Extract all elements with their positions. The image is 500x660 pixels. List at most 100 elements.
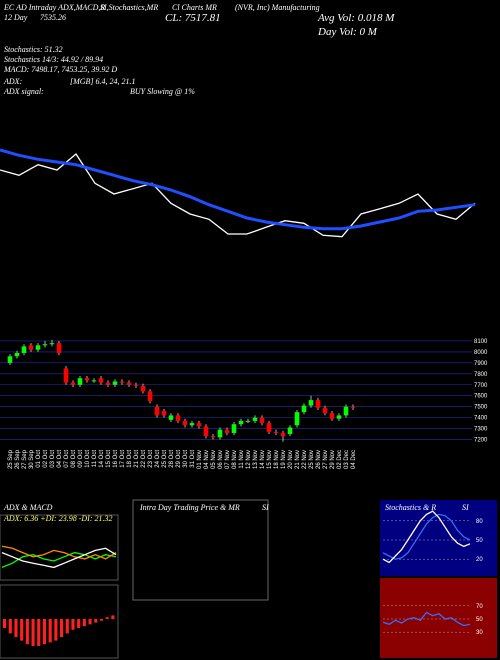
candle-body <box>133 384 139 386</box>
histogram-bar <box>60 619 64 637</box>
histogram-bar <box>54 619 58 641</box>
x-tick-label: 31 Oct <box>190 450 196 468</box>
x-tick-label: 28 Oct <box>169 450 175 468</box>
candle-body <box>182 420 188 426</box>
y-tick-label: 50 <box>476 617 483 623</box>
header-text: 7535.26 <box>40 13 66 22</box>
x-tick-label: 03 Oct <box>50 450 56 468</box>
series-line <box>382 611 471 627</box>
panel-title: ADX & MACD <box>3 503 53 512</box>
candle-body <box>56 343 62 353</box>
candle-body <box>119 381 125 383</box>
x-tick-label: 15 Oct <box>106 450 112 468</box>
x-tick-label: 11 Nov <box>239 450 245 469</box>
x-tick-label: 04 Oct <box>57 450 63 468</box>
x-tick-label: 20 Nov <box>288 450 294 469</box>
y-tick-label: 7300 <box>474 427 488 433</box>
histogram-bar <box>42 619 47 645</box>
candle-body <box>189 423 195 426</box>
x-tick-label: 02 Dec <box>337 450 343 469</box>
candle-body <box>7 356 13 363</box>
x-tick-label: 13 Nov <box>253 450 259 469</box>
intraday-panel <box>132 499 269 601</box>
header-text: Stochastics: 51.32 <box>4 45 63 54</box>
x-tick-label: 25 Nov <box>309 450 315 469</box>
candle-body <box>98 378 104 383</box>
series-line <box>382 513 471 560</box>
x-tick-label: 04 Dec <box>351 450 357 469</box>
candle-body <box>70 382 76 385</box>
candle-body <box>28 345 34 350</box>
y-tick-label: 50 <box>476 538 483 544</box>
candle-body <box>336 415 342 419</box>
candle-body <box>35 345 41 350</box>
x-tick-label: 08 Nov <box>232 450 238 469</box>
x-tick-label: 07 Nov <box>225 450 231 469</box>
candle-body <box>266 423 272 432</box>
x-tick-label: 05 Nov <box>211 450 217 469</box>
candle-body <box>203 426 209 437</box>
x-tick-label: 29 Oct <box>176 450 182 468</box>
y-tick-label: 7900 <box>474 361 488 367</box>
x-tick-label: 21 Nov <box>295 450 301 469</box>
header-text: ADX signal: <box>3 87 44 96</box>
macd-panel <box>0 584 119 659</box>
y-tick-label: 7800 <box>474 372 488 378</box>
header-text: BUY Slowing @ 1% <box>130 87 195 96</box>
histogram-bar <box>82 619 86 627</box>
candle-body <box>245 420 251 422</box>
candle-body <box>84 378 90 381</box>
histogram-bar <box>20 619 24 641</box>
series-line <box>1 551 117 569</box>
x-tick-label: 12 Nov <box>246 450 252 469</box>
panel-title: ADX: 6.36 +DI: 23.98 -DI: 21.32 <box>3 514 113 523</box>
y-tick-label: 7700 <box>474 383 488 389</box>
candle-body <box>105 382 111 385</box>
candle-body <box>147 391 153 402</box>
header-text: Day Vol: 0 M <box>317 26 378 38</box>
y-tick-label: 20 <box>476 557 483 563</box>
candle-body <box>231 424 237 433</box>
candle-body <box>77 378 83 385</box>
candle-body <box>308 400 314 406</box>
candle-body <box>294 412 300 426</box>
x-tick-label: 27 Nov <box>323 450 329 469</box>
x-tick-label: 07 Oct <box>64 450 70 468</box>
x-tick-label: 27 Sep <box>22 449 28 469</box>
header-text: EC AD Intraday ADX,MACD,R <box>3 3 105 12</box>
histogram-bar <box>48 619 52 643</box>
histogram-bar <box>65 619 69 634</box>
header-text: (NVR, Inc) Manufacturing <box>235 3 320 12</box>
histogram-bar <box>105 617 109 619</box>
x-tick-label: 18 Oct <box>127 450 133 468</box>
candle-body <box>63 368 69 383</box>
candle-body <box>91 380 97 382</box>
candle-body <box>210 436 216 438</box>
x-tick-label: 24 Oct <box>155 450 161 468</box>
x-tick-label: 02 Oct <box>43 450 49 468</box>
x-tick-label: 17 Oct <box>120 450 126 468</box>
panel-title: SI <box>262 503 269 512</box>
header-text: 12 Day <box>4 13 28 22</box>
candle-body <box>217 429 223 438</box>
y-tick-label: 8100 <box>474 339 488 345</box>
candle-body <box>329 413 335 419</box>
x-tick-label: 11 Oct <box>92 450 98 468</box>
header-text: Stochastics 14/3: 44.92 / 89.94 <box>4 55 103 64</box>
adx-panel <box>0 514 119 581</box>
x-tick-label: 22 Oct <box>141 450 147 468</box>
histogram-bar <box>111 615 115 619</box>
x-tick-label: 26 Nov <box>316 450 322 469</box>
candle-body <box>42 344 48 346</box>
candle-body <box>259 417 265 424</box>
panel-title: Intra Day Trading Price & MR <box>139 503 240 512</box>
y-tick-label: 7400 <box>474 416 488 422</box>
histogram-bar <box>88 619 92 625</box>
header-text: SI,Stochastics,MR <box>100 3 158 12</box>
x-tick-label: 26 Sep <box>15 449 21 469</box>
histogram-bar <box>31 619 35 646</box>
x-tick-label: 14 Oct <box>99 450 105 468</box>
candle-body <box>322 407 328 414</box>
candle-body <box>252 417 258 421</box>
